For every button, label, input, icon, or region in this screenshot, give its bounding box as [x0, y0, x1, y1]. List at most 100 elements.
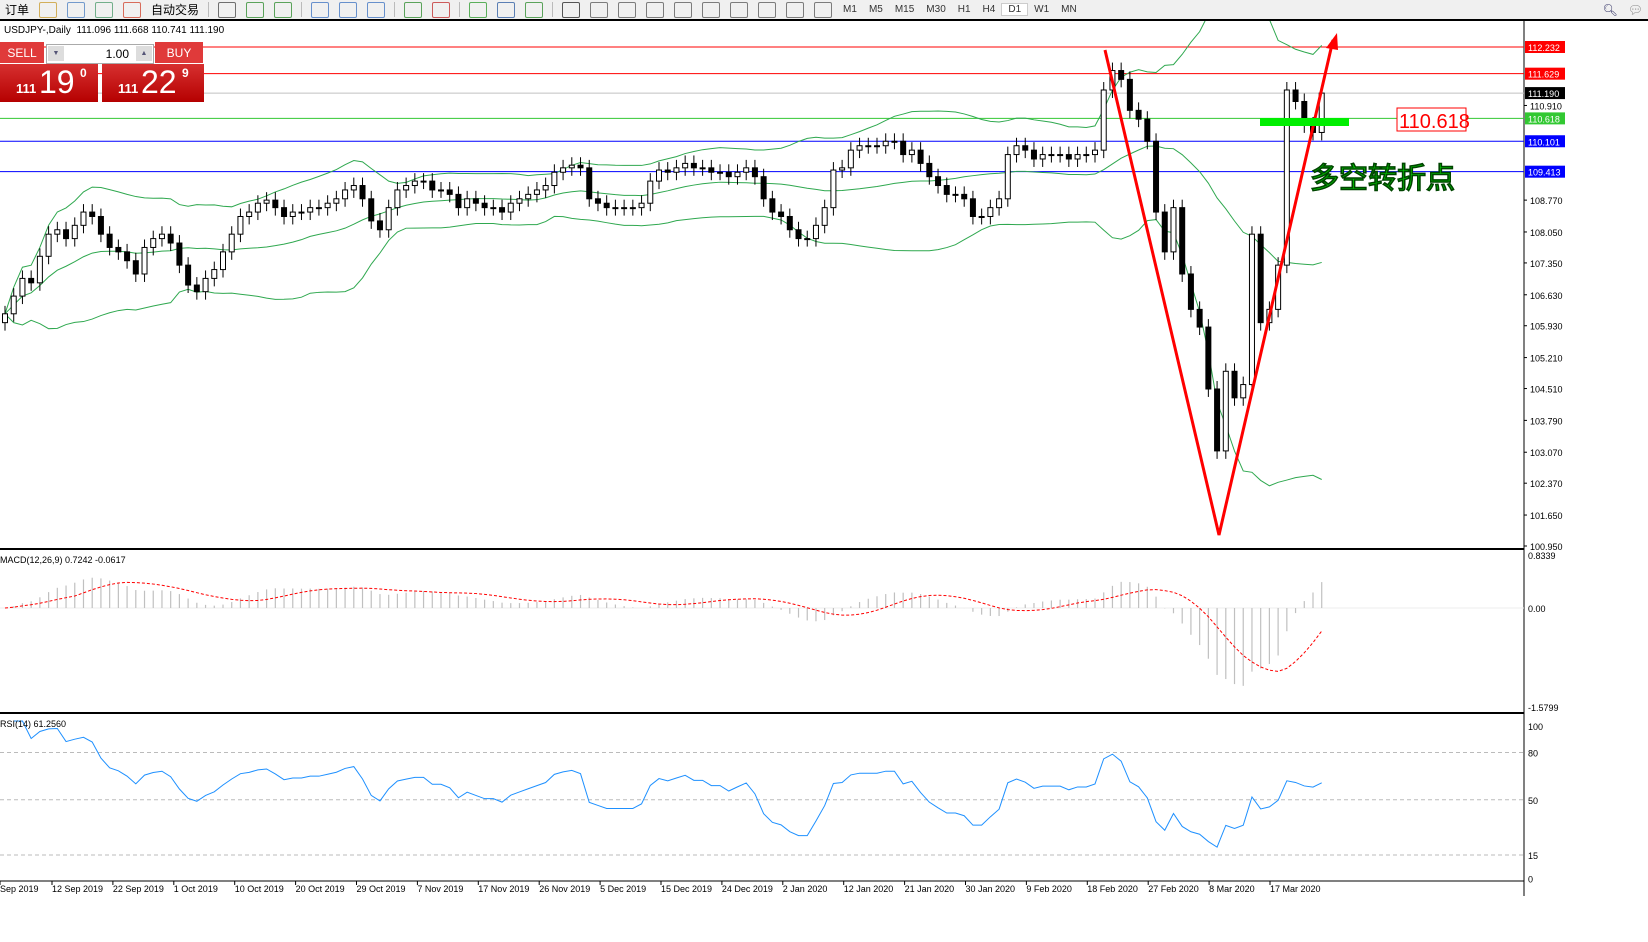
time-label: 15 Dec 2019 [661, 884, 712, 894]
v-reversal-arrow [1103, 39, 1335, 536]
candle [839, 167, 846, 171]
chart-ohlc: 111.096 111.668 110.741 111.190 [76, 25, 225, 36]
candle [1057, 154, 1064, 157]
text-label-icon[interactable] [786, 1, 805, 18]
timeframe-m5[interactable]: M5 [868, 4, 883, 15]
candle [690, 162, 697, 169]
zoom-in-icon[interactable] [311, 1, 330, 18]
one-click-trading-panel: SELL ▼ 1.00 ▲ BUY 111 19 0 111 22 9 [0, 42, 204, 102]
chat-icon[interactable]: 💬︎ [1627, 2, 1643, 17]
candle [629, 207, 636, 210]
candle [673, 167, 680, 173]
candle [333, 198, 340, 204]
crosshair-icon[interactable] [590, 1, 609, 18]
timeframe-m15[interactable]: M15 [894, 4, 915, 15]
cursor-icon[interactable] [562, 1, 581, 18]
candle [621, 207, 628, 210]
buy-button[interactable]: BUY [155, 42, 203, 63]
timeframe-h1[interactable]: H1 [957, 4, 971, 15]
candle [315, 207, 322, 210]
candle [533, 189, 540, 195]
candle [481, 202, 488, 209]
candle [28, 277, 35, 284]
candle [821, 207, 828, 226]
candle [359, 185, 366, 200]
candle [10, 295, 17, 315]
level-annotation-box [1396, 107, 1467, 132]
horizontal-line-icon[interactable] [646, 1, 665, 18]
autotrade-button[interactable]: 自动交易 [151, 3, 200, 17]
candle [446, 189, 453, 195]
candle [464, 198, 471, 209]
candle [638, 202, 645, 209]
orders-icon[interactable] [39, 1, 58, 18]
rsi-tick-label: 50 [1528, 796, 1538, 806]
trendline-icon[interactable] [674, 1, 693, 18]
level-label: 111.190 [1528, 89, 1559, 99]
candle [1257, 233, 1264, 324]
timeframe-h4[interactable]: H4 [982, 4, 996, 15]
timeframe-w1[interactable]: W1 [1034, 4, 1050, 15]
timeframe-m30[interactable]: M30 [926, 4, 946, 15]
macd-tick-label: -1.5799 [1528, 703, 1559, 713]
candle [560, 167, 567, 173]
candle [115, 246, 122, 253]
lot-size-input[interactable]: ▼ 1.00 ▲ [46, 44, 154, 64]
chart-area[interactable]: 112.232 111.629 111.190 110.618 110.101 109.4… [0, 21, 1648, 942]
lot-increase-button[interactable]: ▲ [136, 46, 152, 61]
signal-icon[interactable] [95, 1, 114, 18]
price-tick-label: 100.950 [1530, 542, 1563, 552]
fibonacci-icon[interactable] [730, 1, 749, 18]
autoscroll-icon[interactable] [432, 1, 451, 18]
sell-button[interactable]: SELL [0, 42, 44, 63]
rsi-tick-label: 100 [1528, 722, 1543, 732]
candle [220, 251, 226, 271]
candle [542, 185, 549, 191]
arrow-head [1326, 33, 1338, 50]
candle [150, 238, 157, 248]
level-label-bg [1525, 135, 1565, 148]
candle [935, 176, 942, 187]
periods-icon[interactable] [497, 1, 516, 18]
arrows-icon[interactable] [814, 1, 833, 18]
profiles-icon[interactable] [67, 1, 86, 18]
timeframe-mn[interactable]: MN [1061, 4, 1077, 15]
candle [307, 207, 314, 213]
time-label: 26 Nov 2019 [539, 884, 590, 894]
zoom-out-icon[interactable] [339, 1, 358, 18]
buy-price[interactable]: 111 22 9 [102, 64, 204, 102]
price-tick-label: 106.630 [1530, 291, 1563, 301]
candlestick-icon[interactable] [246, 1, 265, 18]
vertical-line-icon[interactable] [618, 1, 637, 18]
timeframe-d1[interactable]: D1 [1001, 3, 1029, 16]
bollinger-middle [4, 145, 1322, 315]
candle [193, 284, 200, 293]
candle [54, 229, 61, 235]
tile-windows-icon[interactable] [367, 1, 386, 18]
orders-button[interactable]: 订单 [5, 3, 30, 17]
candle [717, 171, 724, 174]
text-icon[interactable] [758, 1, 777, 18]
candle [751, 167, 758, 178]
search-icon[interactable]: 🔍︎ [1602, 2, 1618, 17]
chart-shift-icon[interactable] [404, 1, 423, 18]
autotrade-icon[interactable] [123, 1, 142, 18]
timeframe-m1[interactable]: M1 [843, 4, 857, 15]
add-indicator-icon[interactable] [469, 1, 488, 18]
line-chart-icon[interactable] [274, 1, 293, 18]
candle [926, 162, 933, 178]
candle [1022, 145, 1029, 151]
lot-decrease-button[interactable]: ▼ [48, 46, 64, 61]
candle [420, 180, 427, 183]
candle [525, 193, 532, 200]
equidistant-channel-icon[interactable] [702, 1, 721, 18]
candle [63, 229, 70, 240]
candle [350, 185, 357, 191]
time-label: 30 Jan 2020 [966, 884, 1016, 894]
templates-icon[interactable] [525, 1, 544, 18]
time-label: 22 Sep 2019 [113, 884, 164, 894]
candle [1170, 207, 1177, 253]
bar-chart-icon[interactable] [218, 1, 237, 18]
candle [516, 198, 523, 204]
sell-price[interactable]: 111 19 0 [0, 64, 98, 102]
